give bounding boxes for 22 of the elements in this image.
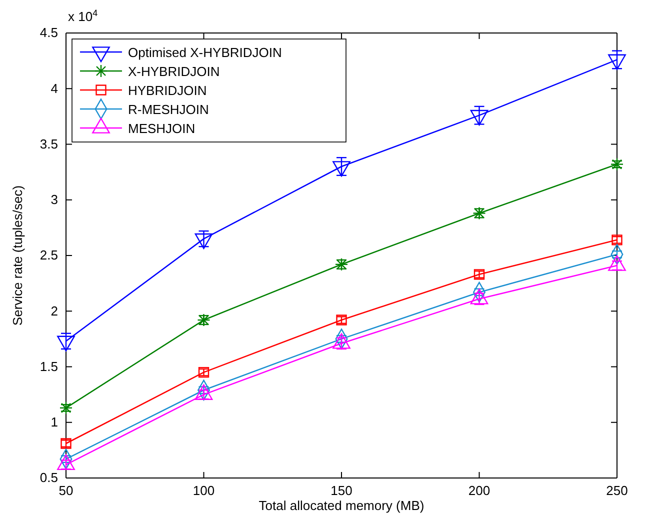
- x-tick-label: 150: [330, 483, 352, 498]
- x-tick-label: 100: [192, 483, 215, 498]
- x-tick-label: 250: [606, 483, 628, 498]
- legend-label: X-HYBRIDJOIN: [128, 64, 220, 79]
- y-tick-label: 4: [50, 80, 58, 96]
- x-tick-label: 50: [58, 483, 74, 498]
- text: x 10$^{4}$: [68, 8, 98, 24]
- y-tick-label: 1: [50, 414, 58, 430]
- y-tick-label: 1.5: [40, 358, 58, 374]
- x-tick-label: 200: [468, 483, 490, 498]
- y-tick-label: 0.5: [40, 470, 58, 486]
- legend-label: R-MESHJOIN: [128, 102, 209, 117]
- y-axis-title: Service rate (tuples/sec): [10, 185, 25, 326]
- legend-label: HYBRIDJOIN: [128, 83, 207, 98]
- y-tick-label: 2: [50, 303, 58, 318]
- x-axis-title: Total allocated memory (MB): [258, 498, 424, 513]
- legend-label: MESHJOIN: [128, 121, 196, 136]
- y-tick-label: 2.5: [40, 248, 58, 263]
- y-tick-label: 3: [50, 192, 58, 208]
- legend-label: Optimised X-HYBRIDJOIN: [128, 45, 282, 60]
- y-tick-label: 3.5: [40, 136, 58, 152]
- y-tick-label: 4.5: [40, 25, 58, 40]
